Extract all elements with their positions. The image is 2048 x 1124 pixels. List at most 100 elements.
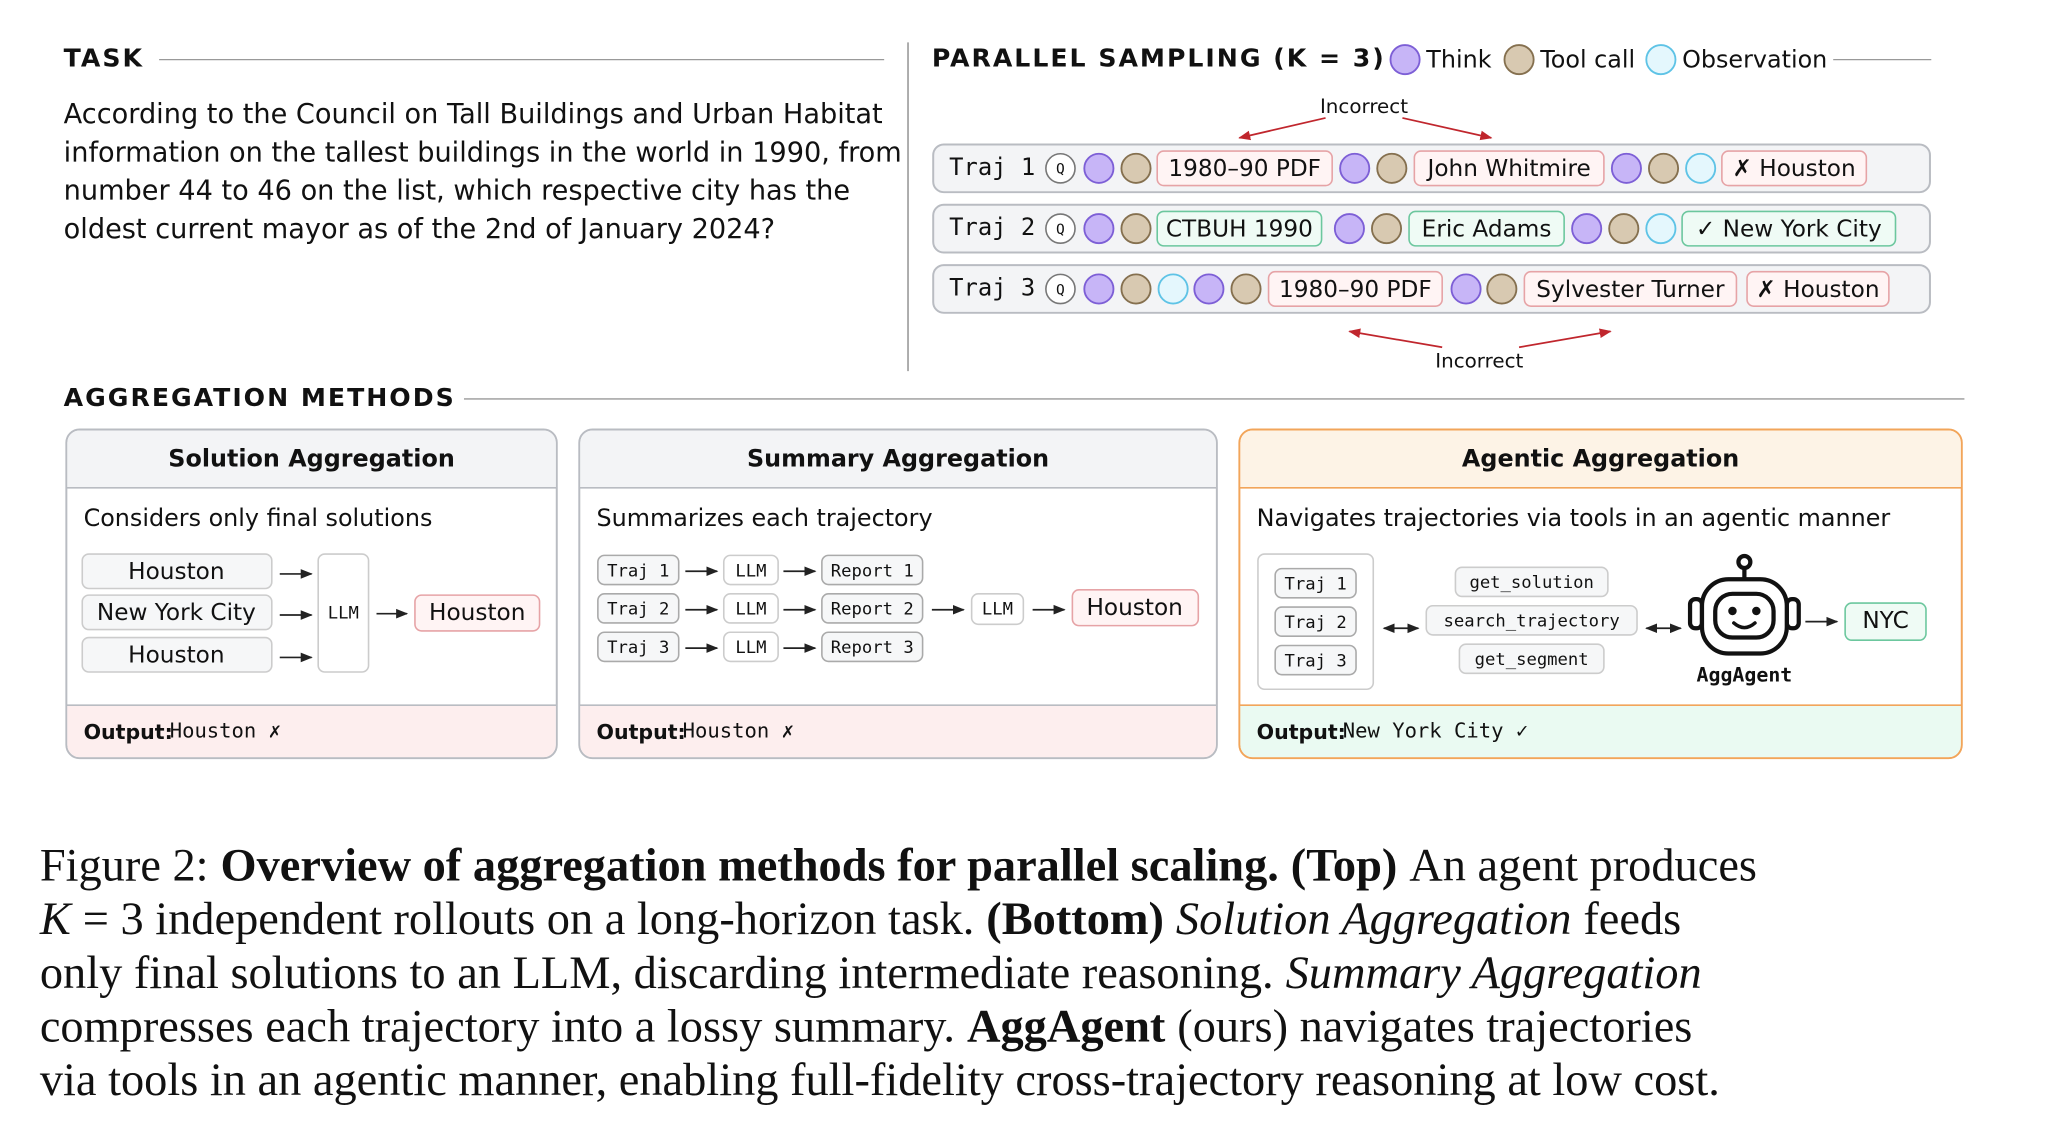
query-marker bbox=[1045, 152, 1076, 184]
input-box bbox=[81, 636, 273, 673]
robot-eye bbox=[1728, 606, 1737, 616]
agent-label: AggAgent bbox=[1697, 663, 1793, 686]
caption-segment: K bbox=[39, 894, 73, 945]
step-marker bbox=[1450, 273, 1482, 305]
panel-footer bbox=[67, 705, 556, 758]
robot-mouth bbox=[1732, 621, 1757, 630]
caption-line: K = 3 independent rollouts on a long-hori… bbox=[39, 894, 1681, 945]
legend-marker bbox=[1389, 44, 1421, 76]
panel-header bbox=[67, 430, 556, 488]
step-box bbox=[1156, 210, 1323, 247]
input-box bbox=[81, 594, 273, 631]
query-marker bbox=[1045, 273, 1076, 305]
input-box bbox=[597, 631, 680, 663]
step-text: ✗ Houston bbox=[1756, 276, 1879, 303]
report-box bbox=[821, 631, 924, 663]
report-text: Report 1 bbox=[831, 561, 914, 581]
trajectory-label: Traj 2 bbox=[949, 213, 1035, 241]
caption-segment: Summary Aggregation bbox=[1286, 948, 1702, 999]
task-text: oldest current mayor as of the 2nd of Ja… bbox=[64, 214, 775, 245]
step-text: Eric Adams bbox=[1422, 215, 1552, 242]
caption-segment: = 3 independent rollouts on a long-horiz… bbox=[83, 894, 975, 945]
input-text: Traj 2 bbox=[1285, 613, 1347, 633]
legend-label: Observation bbox=[1682, 45, 1827, 73]
step-text: ✗ Houston bbox=[1733, 155, 1856, 182]
step-box bbox=[1413, 150, 1605, 187]
panel-title: Summary Aggregation bbox=[747, 444, 1049, 472]
step-marker bbox=[1230, 273, 1262, 305]
panel-description: Navigates trajectories via tools in an a… bbox=[1257, 504, 1891, 532]
caption-segment: (Bottom) bbox=[986, 894, 1164, 945]
step-box bbox=[1523, 270, 1738, 307]
robot-face bbox=[1713, 591, 1776, 640]
caption-segment: (ours) navigates trajectories bbox=[1177, 1001, 1692, 1052]
tool-text: get_segment bbox=[1475, 650, 1589, 670]
step-box bbox=[1721, 150, 1868, 187]
step-text: 1980–90 PDF bbox=[1279, 276, 1432, 303]
task-text: According to the Council on Tall Buildin… bbox=[64, 99, 883, 130]
legend-marker bbox=[1645, 44, 1677, 76]
panel-title: Solution Aggregation bbox=[168, 444, 455, 472]
input-box bbox=[1274, 606, 1357, 638]
tool-box bbox=[1425, 604, 1638, 636]
input-box bbox=[81, 553, 273, 590]
step-marker bbox=[1120, 152, 1152, 184]
step-marker bbox=[1120, 273, 1152, 305]
robot-eye bbox=[1752, 606, 1761, 616]
output-label: Output: bbox=[1257, 720, 1346, 744]
output-label: Output: bbox=[597, 720, 686, 744]
model-text: LLM bbox=[982, 600, 1013, 620]
annotation: Incorrect bbox=[1435, 349, 1523, 372]
input-text: Traj 1 bbox=[1285, 575, 1347, 595]
query-label: Q bbox=[1056, 221, 1065, 238]
input-text: Traj 1 bbox=[607, 561, 669, 581]
step-marker bbox=[1610, 152, 1642, 184]
step-text: John Whitmire bbox=[1425, 155, 1590, 182]
query-marker bbox=[1045, 213, 1076, 245]
model-text: LLM bbox=[735, 561, 766, 581]
result-text: NYC bbox=[1862, 607, 1908, 634]
annotation-arrow bbox=[1238, 117, 1326, 141]
step-text: 1980–90 PDF bbox=[1168, 155, 1321, 182]
report-text: Report 2 bbox=[831, 600, 914, 620]
input-text: Houston bbox=[128, 642, 224, 669]
input-text: Traj 2 bbox=[607, 600, 669, 620]
caption-segment: feeds bbox=[1583, 894, 1681, 945]
panel-footer bbox=[1240, 705, 1961, 758]
panel-footer bbox=[580, 705, 1216, 758]
step-box bbox=[1156, 150, 1333, 187]
caption-line: only final solutions to an LLM, discardi… bbox=[40, 948, 1702, 999]
step-marker bbox=[1685, 152, 1717, 184]
step-marker bbox=[1083, 152, 1115, 184]
query-label: Q bbox=[1056, 161, 1065, 178]
panel-header bbox=[580, 430, 1216, 488]
section-heading: AGGREGATION METHODS bbox=[64, 383, 456, 412]
caption-segment: Figure 2: bbox=[40, 840, 209, 891]
query-label: Q bbox=[1056, 281, 1065, 298]
robot-antenna bbox=[1736, 553, 1753, 571]
input-box bbox=[1274, 644, 1357, 676]
task-text: number 44 to 46 on the list, which respe… bbox=[64, 176, 850, 207]
report-box bbox=[821, 554, 924, 586]
report-text: Report 3 bbox=[831, 638, 914, 658]
step-marker bbox=[1083, 273, 1115, 305]
section-heading: PARALLEL SAMPLING (K = 3) bbox=[932, 44, 1386, 73]
input-text: Traj 3 bbox=[1285, 651, 1347, 671]
annotation: Incorrect bbox=[1320, 95, 1408, 118]
caption-segment: AggAgent bbox=[967, 1001, 1166, 1052]
step-marker bbox=[1608, 213, 1640, 245]
input-text: New York City bbox=[97, 599, 256, 626]
step-marker bbox=[1371, 213, 1403, 245]
step-box bbox=[1408, 210, 1565, 247]
step-marker bbox=[1333, 213, 1365, 245]
input-box bbox=[1274, 567, 1357, 599]
tool-box bbox=[1458, 643, 1605, 675]
model-text: LLM bbox=[328, 604, 359, 624]
output-value: Houston ✗ bbox=[683, 719, 794, 743]
legend-label: Tool call bbox=[1539, 45, 1635, 73]
model-text: LLM bbox=[735, 600, 766, 620]
tool-text: get_solution bbox=[1469, 573, 1593, 593]
input-box bbox=[597, 554, 680, 586]
result-box bbox=[1071, 589, 1200, 627]
tool-box bbox=[1454, 566, 1609, 598]
